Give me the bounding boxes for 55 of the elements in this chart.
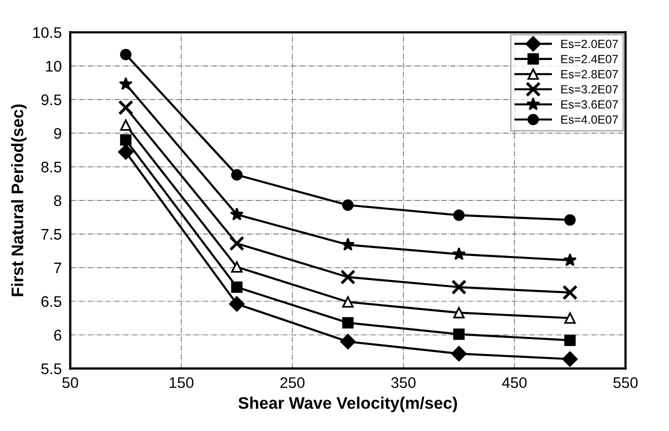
x-tick-label: 550 <box>613 377 638 388</box>
point <box>231 169 243 181</box>
point <box>562 284 578 300</box>
legend-label: Es=2.0E07 <box>561 40 618 48</box>
y-tick-label: 8.5 <box>41 162 62 172</box>
legend-label: Es=3.6E07 <box>561 100 618 109</box>
legend-label: Es=3.2E07 <box>561 85 618 94</box>
legend-label: Es=2.4E07 <box>561 54 618 64</box>
point <box>453 210 465 221</box>
x-tick-label: 50 <box>62 377 78 388</box>
point <box>453 328 465 340</box>
point <box>452 247 466 260</box>
y-tick-label: 9.5 <box>41 94 62 106</box>
y-tick-label: 6 <box>54 330 62 341</box>
x-tick-label: 450 <box>502 377 527 388</box>
legend-label: Es=4.0E07 <box>561 115 618 124</box>
point <box>340 334 356 350</box>
point <box>118 77 133 90</box>
point <box>562 351 578 367</box>
x-axis-title: Shear Wave Velocity(m/sec) <box>238 396 457 412</box>
point <box>564 312 576 324</box>
point <box>118 144 134 160</box>
point <box>120 48 132 60</box>
point <box>229 236 244 252</box>
y-tick-label: 7 <box>54 262 62 274</box>
point <box>451 346 467 362</box>
point <box>340 269 356 285</box>
point <box>341 238 355 251</box>
point <box>451 280 467 295</box>
x-tick-label: 350 <box>391 377 416 388</box>
legend-label: Es=2.8E07 <box>561 70 618 78</box>
y-tick-label: 5.5 <box>41 364 62 374</box>
point <box>231 261 243 273</box>
y-tick-label: 6.5 <box>41 296 62 307</box>
y-tick-label: 10 <box>46 60 62 72</box>
point <box>342 317 354 328</box>
point <box>453 307 465 318</box>
point <box>120 134 132 146</box>
point <box>564 214 576 226</box>
y-tick-label: 7.5 <box>41 229 62 240</box>
point <box>564 334 576 346</box>
point <box>229 296 245 312</box>
point <box>118 100 134 116</box>
point <box>342 296 354 308</box>
y-tick-label: 9 <box>54 128 62 139</box>
point <box>231 281 243 293</box>
y-tick-label: 8 <box>54 195 62 206</box>
point <box>120 119 132 131</box>
point <box>563 253 577 266</box>
point <box>230 207 244 220</box>
x-tick-label: 150 <box>170 377 194 388</box>
y-axis-title: First Natural Period(sec) <box>11 104 27 296</box>
x-tick-label: 250 <box>280 377 304 388</box>
y-tick-label: 10.5 <box>33 27 62 38</box>
point <box>342 199 354 211</box>
